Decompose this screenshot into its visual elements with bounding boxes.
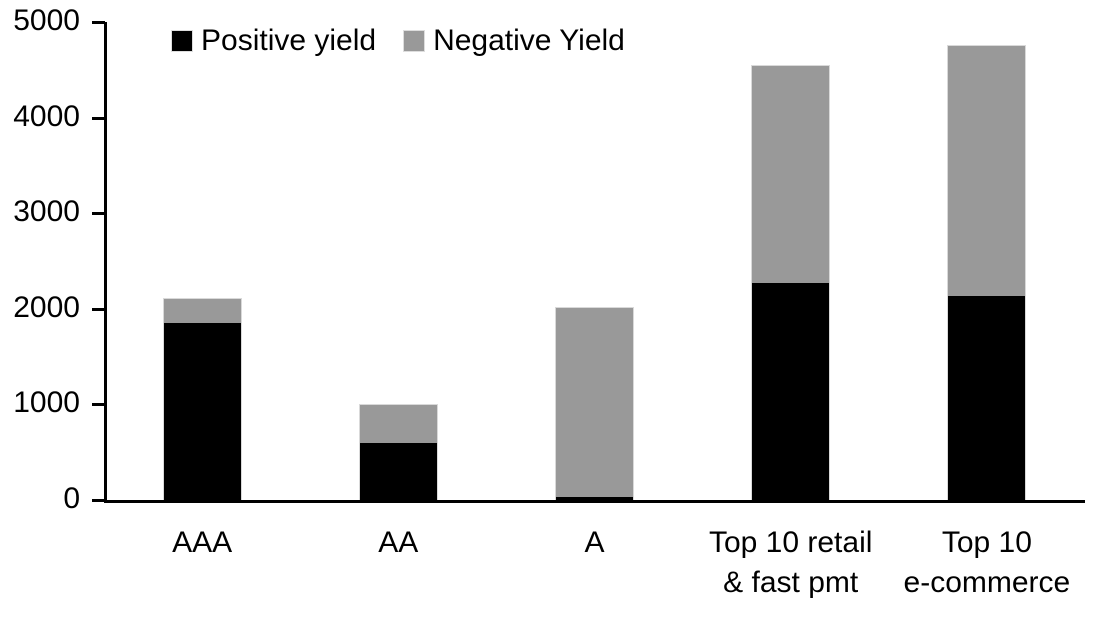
bar-segment-positive-yield — [359, 443, 437, 500]
y-axis-tick-label: 0 — [63, 482, 80, 515]
bar-aaa — [162, 298, 242, 500]
negative-yield-swatch-icon — [403, 30, 426, 52]
positive-yield-swatch-icon — [171, 30, 193, 52]
legend-label-negative-yield: Negative Yield — [433, 24, 625, 57]
y-axis-tick-label: 2000 — [13, 290, 80, 324]
x-axis-label-aaa: AAA — [172, 526, 233, 559]
legend: Positive yield Negative Yield — [171, 24, 625, 57]
y-axis-tick-label: 4000 — [13, 99, 80, 133]
bar-aa — [358, 404, 438, 500]
bar-segment-negative-yield — [948, 45, 1026, 296]
x-axis-label-top-10: Top 10 e-commerce — [903, 526, 1071, 599]
bar-top-10 — [947, 44, 1027, 500]
x-axis-label-aa: AA — [378, 526, 419, 559]
bar-top-10-retail — [751, 65, 831, 500]
x-axis — [104, 500, 1085, 503]
y-axis-tick — [92, 403, 105, 407]
bar-segment-positive-yield — [163, 323, 241, 500]
legend-item-negative-yield: Negative Yield — [403, 24, 625, 57]
bar-a — [555, 306, 634, 500]
y-axis-tick — [92, 116, 105, 120]
legend-item-positive-yield: Positive yield — [171, 24, 377, 57]
y-axis-tick-label: 3000 — [13, 195, 80, 229]
bar-segment-negative-yield — [752, 66, 830, 284]
y-axis-tick-label: 1000 — [13, 386, 80, 420]
bar-segment-negative-yield — [163, 299, 241, 324]
bar-segment-negative-yield — [556, 307, 633, 498]
bar-segment-positive-yield — [752, 283, 830, 500]
bar-segment-negative-yield — [359, 405, 437, 444]
y-axis-tick — [92, 21, 105, 24]
y-axis-tick-label: 5000 — [13, 4, 80, 37]
x-axis-label-a: A — [584, 526, 605, 559]
y-axis — [104, 22, 107, 503]
legend-label-positive-yield: Positive yield — [201, 24, 377, 57]
y-axis-tick — [92, 307, 105, 311]
bar-segment-positive-yield — [556, 497, 633, 500]
y-axis-tick — [92, 212, 105, 216]
x-axis-label-top-10-retail: Top 10 retail & fast pmt — [708, 526, 873, 599]
y-axis-tick — [92, 499, 105, 502]
bar-segment-positive-yield — [948, 295, 1026, 500]
